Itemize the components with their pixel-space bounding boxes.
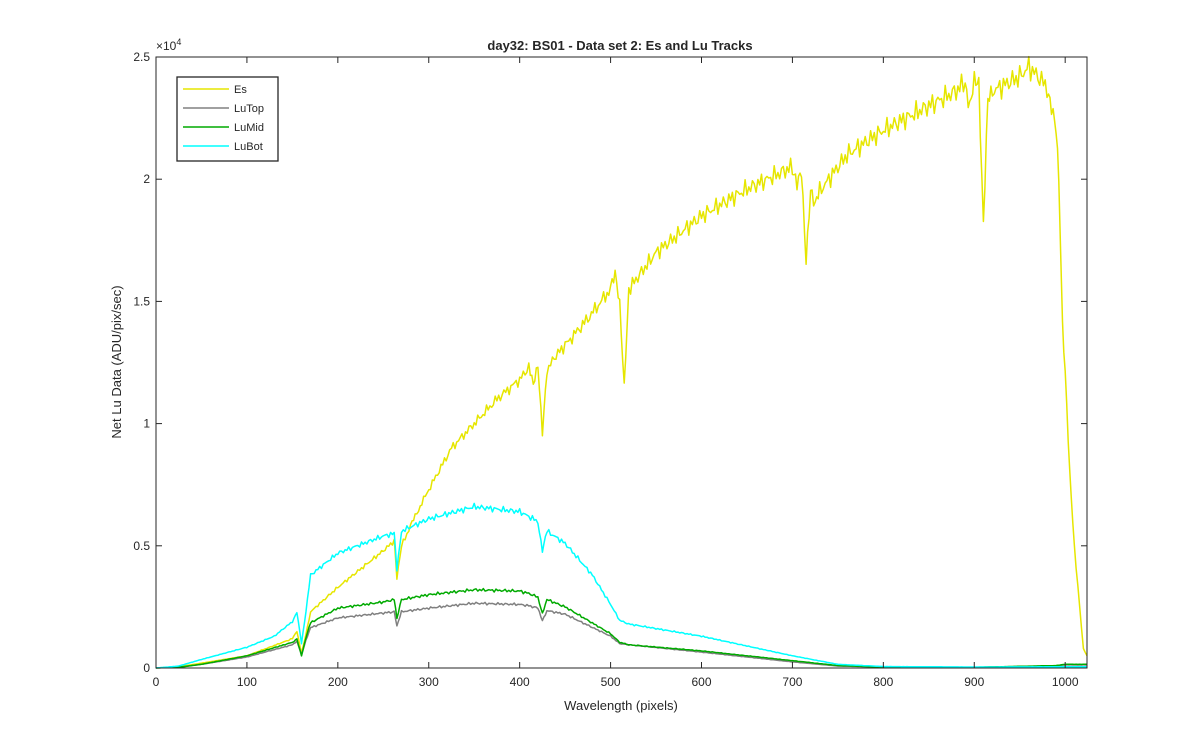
series-group bbox=[155, 55, 1088, 669]
series-line-es bbox=[155, 55, 1088, 669]
x-tick-label: 0 bbox=[153, 675, 160, 689]
x-tick-label: 600 bbox=[691, 675, 711, 689]
legend-box bbox=[176, 76, 279, 162]
x-tick-label: 100 bbox=[237, 675, 257, 689]
x-axis-ticks: 0 100 200 300 400 500 600 700 800 900 1000 bbox=[153, 57, 1079, 689]
x-axis-label: Wavelength (pixels) bbox=[564, 698, 678, 713]
chart-title: day32: BS01 - Data set 2: Es and Lu Trac… bbox=[487, 38, 752, 53]
x-tick-label: 300 bbox=[419, 675, 439, 689]
plot-area bbox=[156, 57, 1087, 668]
legend: Es LuTop LuMid LuBot bbox=[176, 76, 279, 162]
y-tick-label: 1.5 bbox=[133, 294, 150, 308]
legend-label: LuBot bbox=[234, 141, 263, 153]
y-axis-ticks: 0 0.5 1 1.5 2 2.5 bbox=[133, 50, 1087, 675]
y-tick-label: 1 bbox=[143, 417, 150, 431]
y-tick-label: 0 bbox=[143, 661, 150, 675]
x-tick-label: 900 bbox=[964, 675, 984, 689]
y-exponent-power: 4 bbox=[176, 37, 181, 47]
axes-box bbox=[155, 56, 1088, 669]
series-line-lubot bbox=[155, 502, 1087, 669]
legend-label: Es bbox=[234, 84, 247, 96]
x-tick-label: 200 bbox=[328, 675, 348, 689]
y-tick-label: 2 bbox=[143, 172, 150, 186]
y-axis-label: Net Lu Data (ADU/pix/sec) bbox=[109, 285, 124, 438]
y-tick-label: 2.5 bbox=[133, 50, 150, 64]
y-exponent: ×104 bbox=[156, 37, 181, 53]
y-exponent-base: ×10 bbox=[156, 39, 177, 53]
x-tick-label: 700 bbox=[782, 675, 802, 689]
x-tick-label: 800 bbox=[873, 675, 893, 689]
legend-label: LuTop bbox=[234, 103, 264, 115]
y-tick-label: 0.5 bbox=[133, 539, 150, 553]
x-tick-label: 400 bbox=[510, 675, 530, 689]
legend-label: LuMid bbox=[234, 122, 264, 134]
x-tick-label: 500 bbox=[601, 675, 621, 689]
x-tick-label: 1000 bbox=[1052, 675, 1079, 689]
